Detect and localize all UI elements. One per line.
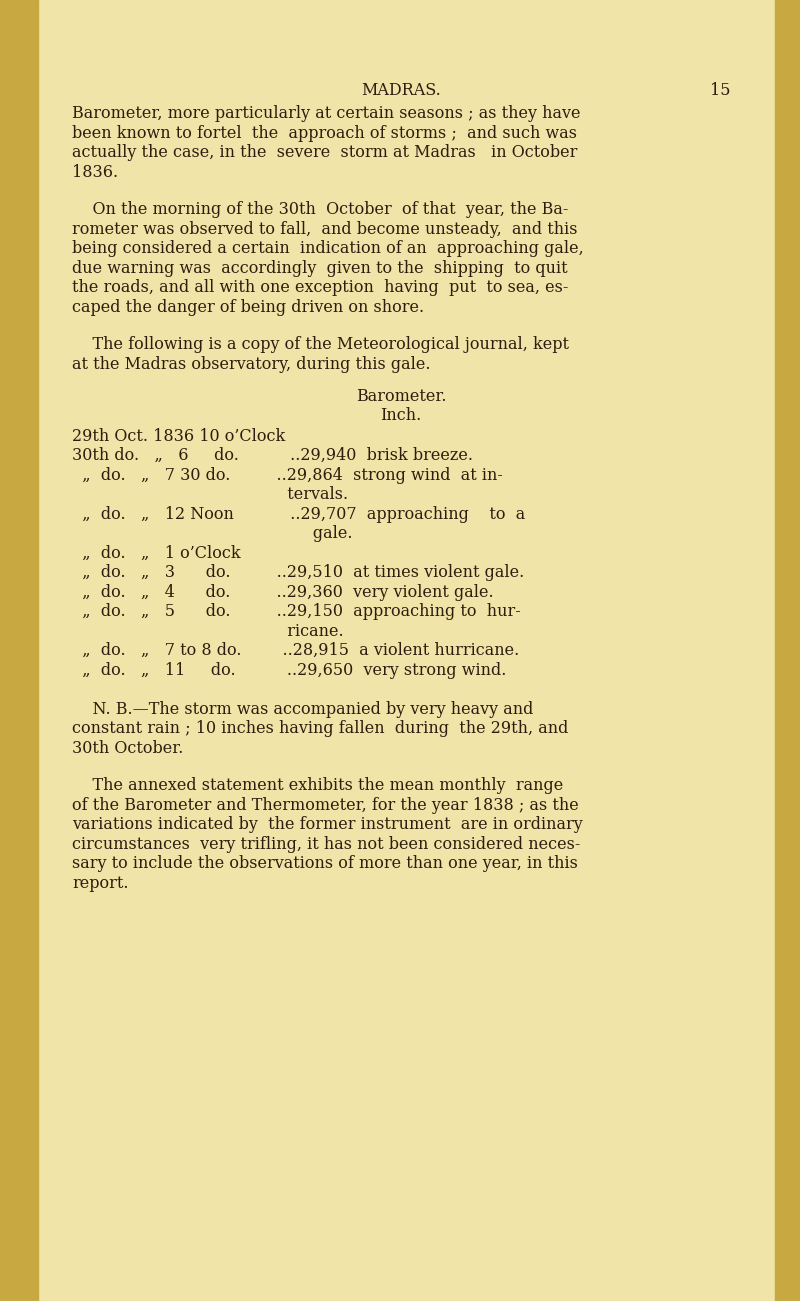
Text: „  do.   „   12 Noon           ..29,707  approaching    to  a: „ do. „ 12 Noon ..29,707 approaching to … xyxy=(72,506,526,523)
Text: 30th do.   „   6     do.          ..29,940  brisk breeze.: 30th do. „ 6 do. ..29,940 brisk breeze. xyxy=(72,448,473,464)
Text: tervals.: tervals. xyxy=(72,487,348,503)
Text: 30th October.: 30th October. xyxy=(72,740,183,757)
Text: Barometer.: Barometer. xyxy=(356,388,446,405)
Bar xyxy=(775,0,800,1301)
Text: 15: 15 xyxy=(710,82,730,99)
Text: circumstances  very trifling, it has not been considered neces-: circumstances very trifling, it has not … xyxy=(72,835,580,853)
Text: due warning was  accordingly  given to the  shipping  to quit: due warning was accordingly given to the… xyxy=(72,259,568,277)
Text: sary to include the observations of more than one year, in this: sary to include the observations of more… xyxy=(72,855,578,873)
Text: „  do.   „   11     do.          ..29,650  very strong wind.: „ do. „ 11 do. ..29,650 very strong wind… xyxy=(72,662,506,679)
Text: at the Madras observatory, during this gale.: at the Madras observatory, during this g… xyxy=(72,355,430,372)
Text: report.: report. xyxy=(72,874,129,892)
Text: being considered a certain  indication of an  approaching gale,: being considered a certain indication of… xyxy=(72,239,584,258)
Text: „  do.   „   3      do.         ..29,510  at times violent gale.: „ do. „ 3 do. ..29,510 at times violent … xyxy=(72,565,524,582)
Text: constant rain ; 10 inches having fallen  during  the 29th, and: constant rain ; 10 inches having fallen … xyxy=(72,721,568,738)
Text: „  do.   „   1 o’Clock: „ do. „ 1 o’Clock xyxy=(72,545,246,562)
Text: Inch.: Inch. xyxy=(380,407,422,424)
Text: 1836.: 1836. xyxy=(72,164,118,181)
Text: of the Barometer and Thermometer, for the year 1838 ; as the: of the Barometer and Thermometer, for th… xyxy=(72,798,578,814)
Text: gale.: gale. xyxy=(72,526,353,543)
Text: The following is a copy of the Meteorological journal, kept: The following is a copy of the Meteorolo… xyxy=(72,336,569,353)
Text: „  do.   „   5      do.         ..29,150  approaching to  hur-: „ do. „ 5 do. ..29,150 approaching to hu… xyxy=(72,604,521,621)
Text: MADRAS.: MADRAS. xyxy=(361,82,441,99)
Text: Barometer, more particularly at certain seasons ; as they have: Barometer, more particularly at certain … xyxy=(72,105,581,122)
Text: „  do.   „   4      do.         ..29,360  very violent gale.: „ do. „ 4 do. ..29,360 very violent gale… xyxy=(72,584,494,601)
Text: The annexed statement exhibits the mean monthly  range: The annexed statement exhibits the mean … xyxy=(72,778,563,795)
Text: On the morning of the 30th  October  of that  year, the Ba-: On the morning of the 30th October of th… xyxy=(72,200,568,219)
Text: „  do.   „   7 to 8 do.        ..28,915  a violent hurricane.: „ do. „ 7 to 8 do. ..28,915 a violent hu… xyxy=(72,643,519,660)
Text: ricane.: ricane. xyxy=(72,623,344,640)
Text: been known to fortel  the  approach of storms ;  and such was: been known to fortel the approach of sto… xyxy=(72,125,577,142)
Text: actually the case, in the  severe  storm at Madras   in October: actually the case, in the severe storm a… xyxy=(72,144,578,161)
Text: 29th Oct. 1836 10 o’Clock: 29th Oct. 1836 10 o’Clock xyxy=(72,428,290,445)
Text: N. B.—The storm was accompanied by very heavy and: N. B.—The storm was accompanied by very … xyxy=(72,701,534,718)
Text: rometer was observed to fall,  and become unsteady,  and this: rometer was observed to fall, and become… xyxy=(72,220,578,238)
Text: „  do.   „   7 30 do.         ..29,864  strong wind  at in-: „ do. „ 7 30 do. ..29,864 strong wind at… xyxy=(72,467,503,484)
Text: variations indicated by  the former instrument  are in ordinary: variations indicated by the former instr… xyxy=(72,816,582,834)
Text: the roads, and all with one exception  having  put  to sea, es-: the roads, and all with one exception ha… xyxy=(72,278,568,297)
Text: caped the danger of being driven on shore.: caped the danger of being driven on shor… xyxy=(72,298,424,316)
Bar xyxy=(0,0,38,1301)
